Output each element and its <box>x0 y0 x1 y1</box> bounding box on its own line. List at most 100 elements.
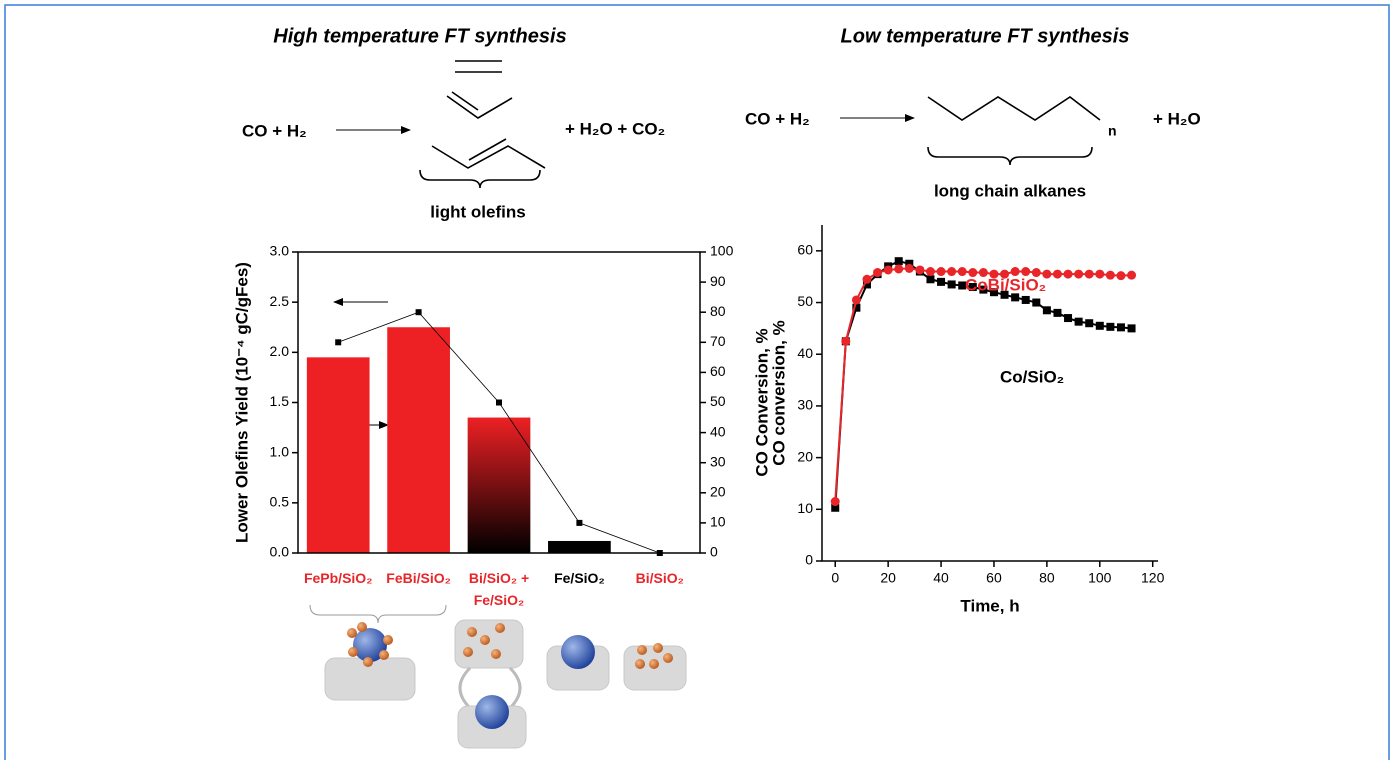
point <box>1095 270 1104 279</box>
y-tick-label: 20 <box>797 448 813 464</box>
bar <box>468 418 531 553</box>
point <box>947 267 956 276</box>
point <box>884 265 893 274</box>
products: + H₂O + CO₂ <box>565 119 665 138</box>
x-tick-label: 60 <box>986 570 1002 586</box>
reactants: CO + H₂ <box>745 109 810 128</box>
scheme-title: High temperature FT synthesis <box>273 25 566 47</box>
point <box>1085 270 1094 279</box>
point <box>1117 323 1125 331</box>
y2-tick-label: 0 <box>710 544 718 560</box>
x-tick-label: 80 <box>1039 570 1055 586</box>
brace <box>420 170 540 188</box>
y2-tick-label: 10 <box>710 514 726 530</box>
point <box>1022 296 1030 304</box>
y-tick-label: 10 <box>797 500 813 516</box>
line-marker <box>657 550 663 556</box>
group-brace <box>310 605 446 623</box>
y2-tick-label: 90 <box>710 273 726 289</box>
y-tick-label: 0.5 <box>270 494 290 510</box>
point <box>831 497 840 506</box>
series-line <box>835 261 1131 508</box>
scheme-label: light olefins <box>430 202 525 221</box>
y-axis-label: Lower Olefins Yield (10⁻⁴ gC/gFes) <box>232 262 251 543</box>
point <box>1032 299 1040 307</box>
y-tick-label: 30 <box>797 397 813 413</box>
y-tick-label: 1.0 <box>270 443 290 459</box>
series-label: CoBi/SiO₂ <box>965 275 1046 294</box>
line-marker <box>335 339 341 345</box>
bar <box>307 357 370 553</box>
series-line <box>835 268 1131 501</box>
point <box>926 267 935 276</box>
line-marker <box>416 309 422 315</box>
x-tick-label: 100 <box>1088 570 1112 586</box>
point <box>1128 324 1136 332</box>
reactants: CO + H₂ <box>242 121 307 140</box>
scheme-label: long chain alkanes <box>934 181 1086 200</box>
y2-tick-label: 80 <box>710 303 726 319</box>
series-label: Co/SiO₂ <box>1000 367 1064 386</box>
point <box>862 275 871 284</box>
point <box>1053 309 1061 317</box>
point <box>1085 319 1093 327</box>
brace <box>928 147 1092 165</box>
point <box>1074 270 1083 279</box>
y-tick-label: 0 <box>805 552 813 568</box>
point <box>1096 322 1104 330</box>
y-tick-label: 1.5 <box>270 393 290 409</box>
y-tick-label: 50 <box>797 293 813 309</box>
y2-tick-label: 30 <box>710 453 726 469</box>
y-tick-label: 3.0 <box>270 243 290 259</box>
scheme-title: Low temperature FT synthesis <box>841 25 1130 47</box>
x-axis-label: Time, h <box>960 596 1019 615</box>
catalyst-illustrations <box>325 620 686 748</box>
point <box>1053 270 1062 279</box>
point <box>1106 271 1115 280</box>
y-tick-label: 60 <box>797 242 813 258</box>
x-tick-label: 40 <box>933 570 949 586</box>
point <box>948 280 956 288</box>
y2-tick-label: 60 <box>710 363 726 379</box>
y2-tick-label: 70 <box>710 333 726 349</box>
products: + H₂O <box>1153 109 1201 128</box>
point <box>937 278 945 286</box>
point <box>1127 271 1136 280</box>
point <box>1043 306 1051 314</box>
point <box>1075 318 1083 326</box>
y2-tick-label: 100 <box>710 243 734 259</box>
figure: High temperature FT synthesis CO + H₂ + … <box>0 0 1394 760</box>
y2-tick-label: 40 <box>710 423 726 439</box>
x-tick-label: 20 <box>880 570 896 586</box>
line-marker <box>496 400 502 406</box>
y2-tick-label: 20 <box>710 484 726 500</box>
bar <box>548 541 611 553</box>
point <box>852 295 861 304</box>
line-marker <box>576 520 582 526</box>
y-axis-label: CO conversion, % <box>769 320 788 465</box>
bar <box>387 327 450 553</box>
point <box>873 268 882 277</box>
point <box>894 264 903 273</box>
x-tick-label: 120 <box>1141 570 1165 586</box>
point <box>926 275 934 283</box>
point <box>905 264 914 273</box>
x-tick-label: Bi/SiO₂ <box>612 567 708 589</box>
point <box>1011 293 1019 301</box>
point <box>937 267 946 276</box>
y-tick-label: 0.0 <box>270 544 290 560</box>
point <box>1064 314 1072 322</box>
point <box>1116 271 1125 280</box>
point <box>1106 323 1114 331</box>
point <box>915 265 924 274</box>
figure-canvas: High temperature FT synthesis CO + H₂ + … <box>0 0 1394 760</box>
x-tick-label: 0 <box>831 570 839 586</box>
y2-tick-label: 50 <box>710 393 726 409</box>
repeat-subscript: n <box>1108 123 1117 139</box>
y-tick-label: 40 <box>797 345 813 361</box>
point <box>1064 270 1073 279</box>
y-tick-label: 2.5 <box>270 293 290 309</box>
olefin-structures <box>420 61 545 188</box>
point <box>895 257 903 265</box>
alkane-structure <box>928 97 1100 165</box>
